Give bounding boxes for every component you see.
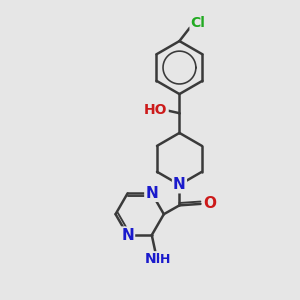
Text: N: N <box>121 228 134 243</box>
Text: N: N <box>173 177 186 192</box>
Text: NH: NH <box>145 252 168 266</box>
Text: O: O <box>203 196 216 211</box>
Text: H: H <box>160 253 170 266</box>
Text: N: N <box>146 186 158 201</box>
Text: Cl: Cl <box>190 16 206 29</box>
Text: HO: HO <box>144 103 168 117</box>
